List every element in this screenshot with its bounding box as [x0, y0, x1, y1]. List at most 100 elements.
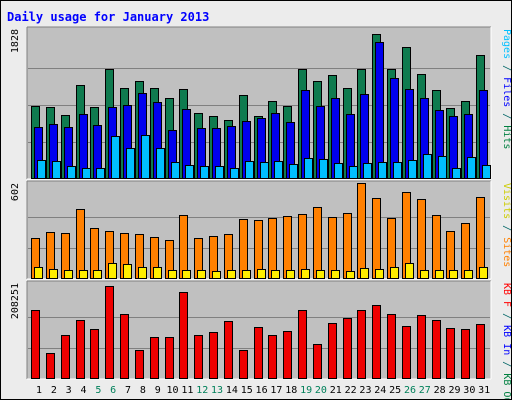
bar-sites	[298, 214, 307, 279]
bar-kb-f	[446, 328, 455, 379]
legend-entry: /	[501, 219, 511, 237]
legend-entry: /	[501, 307, 511, 325]
bar-kb-f	[90, 329, 99, 379]
bar-kb-f	[61, 335, 70, 379]
scale-max-label: 1828	[10, 29, 21, 53]
bar-sites	[343, 213, 352, 279]
legend-entry: KB F	[501, 283, 511, 307]
bar-visits	[405, 263, 414, 279]
bar-pages	[82, 168, 91, 179]
day-tick-label: 19	[300, 385, 312, 396]
day-tick-label: 30	[463, 385, 475, 396]
legend-entry: Visits	[501, 183, 511, 219]
bar-visits	[34, 267, 43, 279]
day-tick-label: 21	[330, 385, 342, 396]
bar-pages	[111, 136, 120, 179]
bar-kb-f	[150, 337, 159, 379]
bar-pages	[289, 164, 298, 179]
day-tick-label: 22	[345, 385, 357, 396]
bar-kb-f	[298, 310, 307, 379]
bar-sites	[179, 215, 188, 279]
day-tick-label: 28	[434, 385, 446, 396]
bar-pages	[37, 160, 46, 179]
side-legend-label: KB F / KB In / KB Out	[501, 283, 511, 399]
legend-entry: KB In	[501, 325, 511, 355]
bar-pages	[245, 161, 254, 179]
bar-kb-f	[461, 329, 470, 379]
bar-sites	[432, 215, 441, 279]
bar-visits	[271, 270, 280, 279]
bar-visits	[390, 267, 399, 279]
bar-visits	[301, 269, 310, 279]
bar-visits	[168, 270, 177, 279]
bar-visits	[435, 270, 444, 279]
bar-pages	[334, 163, 343, 179]
bar-kb-f	[254, 327, 263, 379]
day-tick-label: 9	[155, 385, 161, 396]
legend-entry: /	[501, 59, 511, 77]
day-tick-label: 31	[478, 385, 490, 396]
bar-pages	[96, 168, 105, 179]
legend-entry: KB Out	[501, 373, 511, 399]
bar-kb-f	[268, 335, 277, 379]
bar-sites	[313, 207, 322, 279]
bar-sites	[283, 216, 292, 279]
bar-visits	[346, 271, 355, 279]
bar-pages	[274, 161, 283, 179]
day-tick-label: 26	[404, 385, 416, 396]
bar-visits	[316, 270, 325, 279]
bar-kb-f	[387, 314, 396, 379]
bar-pages	[438, 156, 447, 179]
bar-visits	[153, 267, 162, 279]
bar-pages	[393, 162, 402, 179]
bar-kb-f	[135, 350, 144, 379]
legend-entry: /	[501, 355, 511, 373]
day-tick-label: 20	[315, 385, 327, 396]
day-tick-label: 7	[125, 385, 131, 396]
bar-sites	[476, 197, 485, 279]
bar-pages	[452, 168, 461, 179]
bar-pages	[423, 154, 432, 179]
day-tick-label: 5	[95, 385, 101, 396]
scale-max-label: 602	[10, 183, 21, 201]
day-tick-label: 11	[181, 385, 193, 396]
bar-visits	[375, 269, 384, 279]
bar-pages	[349, 166, 358, 179]
day-tick-label: 14	[226, 385, 238, 396]
bar-visits	[286, 270, 295, 279]
legend-entry: Files	[501, 77, 511, 107]
bar-visits	[420, 270, 429, 279]
bar-kb-f	[120, 314, 129, 379]
bar-sites	[239, 219, 248, 279]
bar-visits	[49, 269, 58, 279]
day-tick-label: 15	[241, 385, 253, 396]
day-tick-label: 12	[196, 385, 208, 396]
day-tick-label: 1	[36, 385, 42, 396]
bar-kb-f	[402, 326, 411, 379]
bar-kb-f	[476, 324, 485, 379]
legend-entry: Hits	[501, 125, 511, 149]
bar-pages	[126, 148, 135, 179]
bar-visits	[331, 270, 340, 279]
bar-kb-f	[46, 353, 55, 379]
bar-visits	[93, 270, 102, 279]
bar-kb-f	[372, 305, 381, 379]
bar-sites	[328, 217, 337, 279]
day-tick-label: 25	[389, 385, 401, 396]
legend-entry: Sites	[501, 237, 511, 267]
bar-pages	[156, 148, 165, 179]
day-tick-label: 6	[110, 385, 116, 396]
day-tick-label: 3	[66, 385, 72, 396]
bar-visits	[123, 264, 132, 279]
day-tick-label: 4	[81, 385, 87, 396]
bar-kb-f	[417, 315, 426, 379]
bar-visits	[182, 270, 191, 279]
bar-pages	[67, 166, 76, 179]
bar-files	[375, 42, 384, 179]
bar-visits	[138, 267, 147, 279]
day-tick-label: 18	[285, 385, 297, 396]
day-tick-label: 27	[419, 385, 431, 396]
bar-visits	[79, 270, 88, 279]
bar-kb-f	[328, 323, 337, 379]
